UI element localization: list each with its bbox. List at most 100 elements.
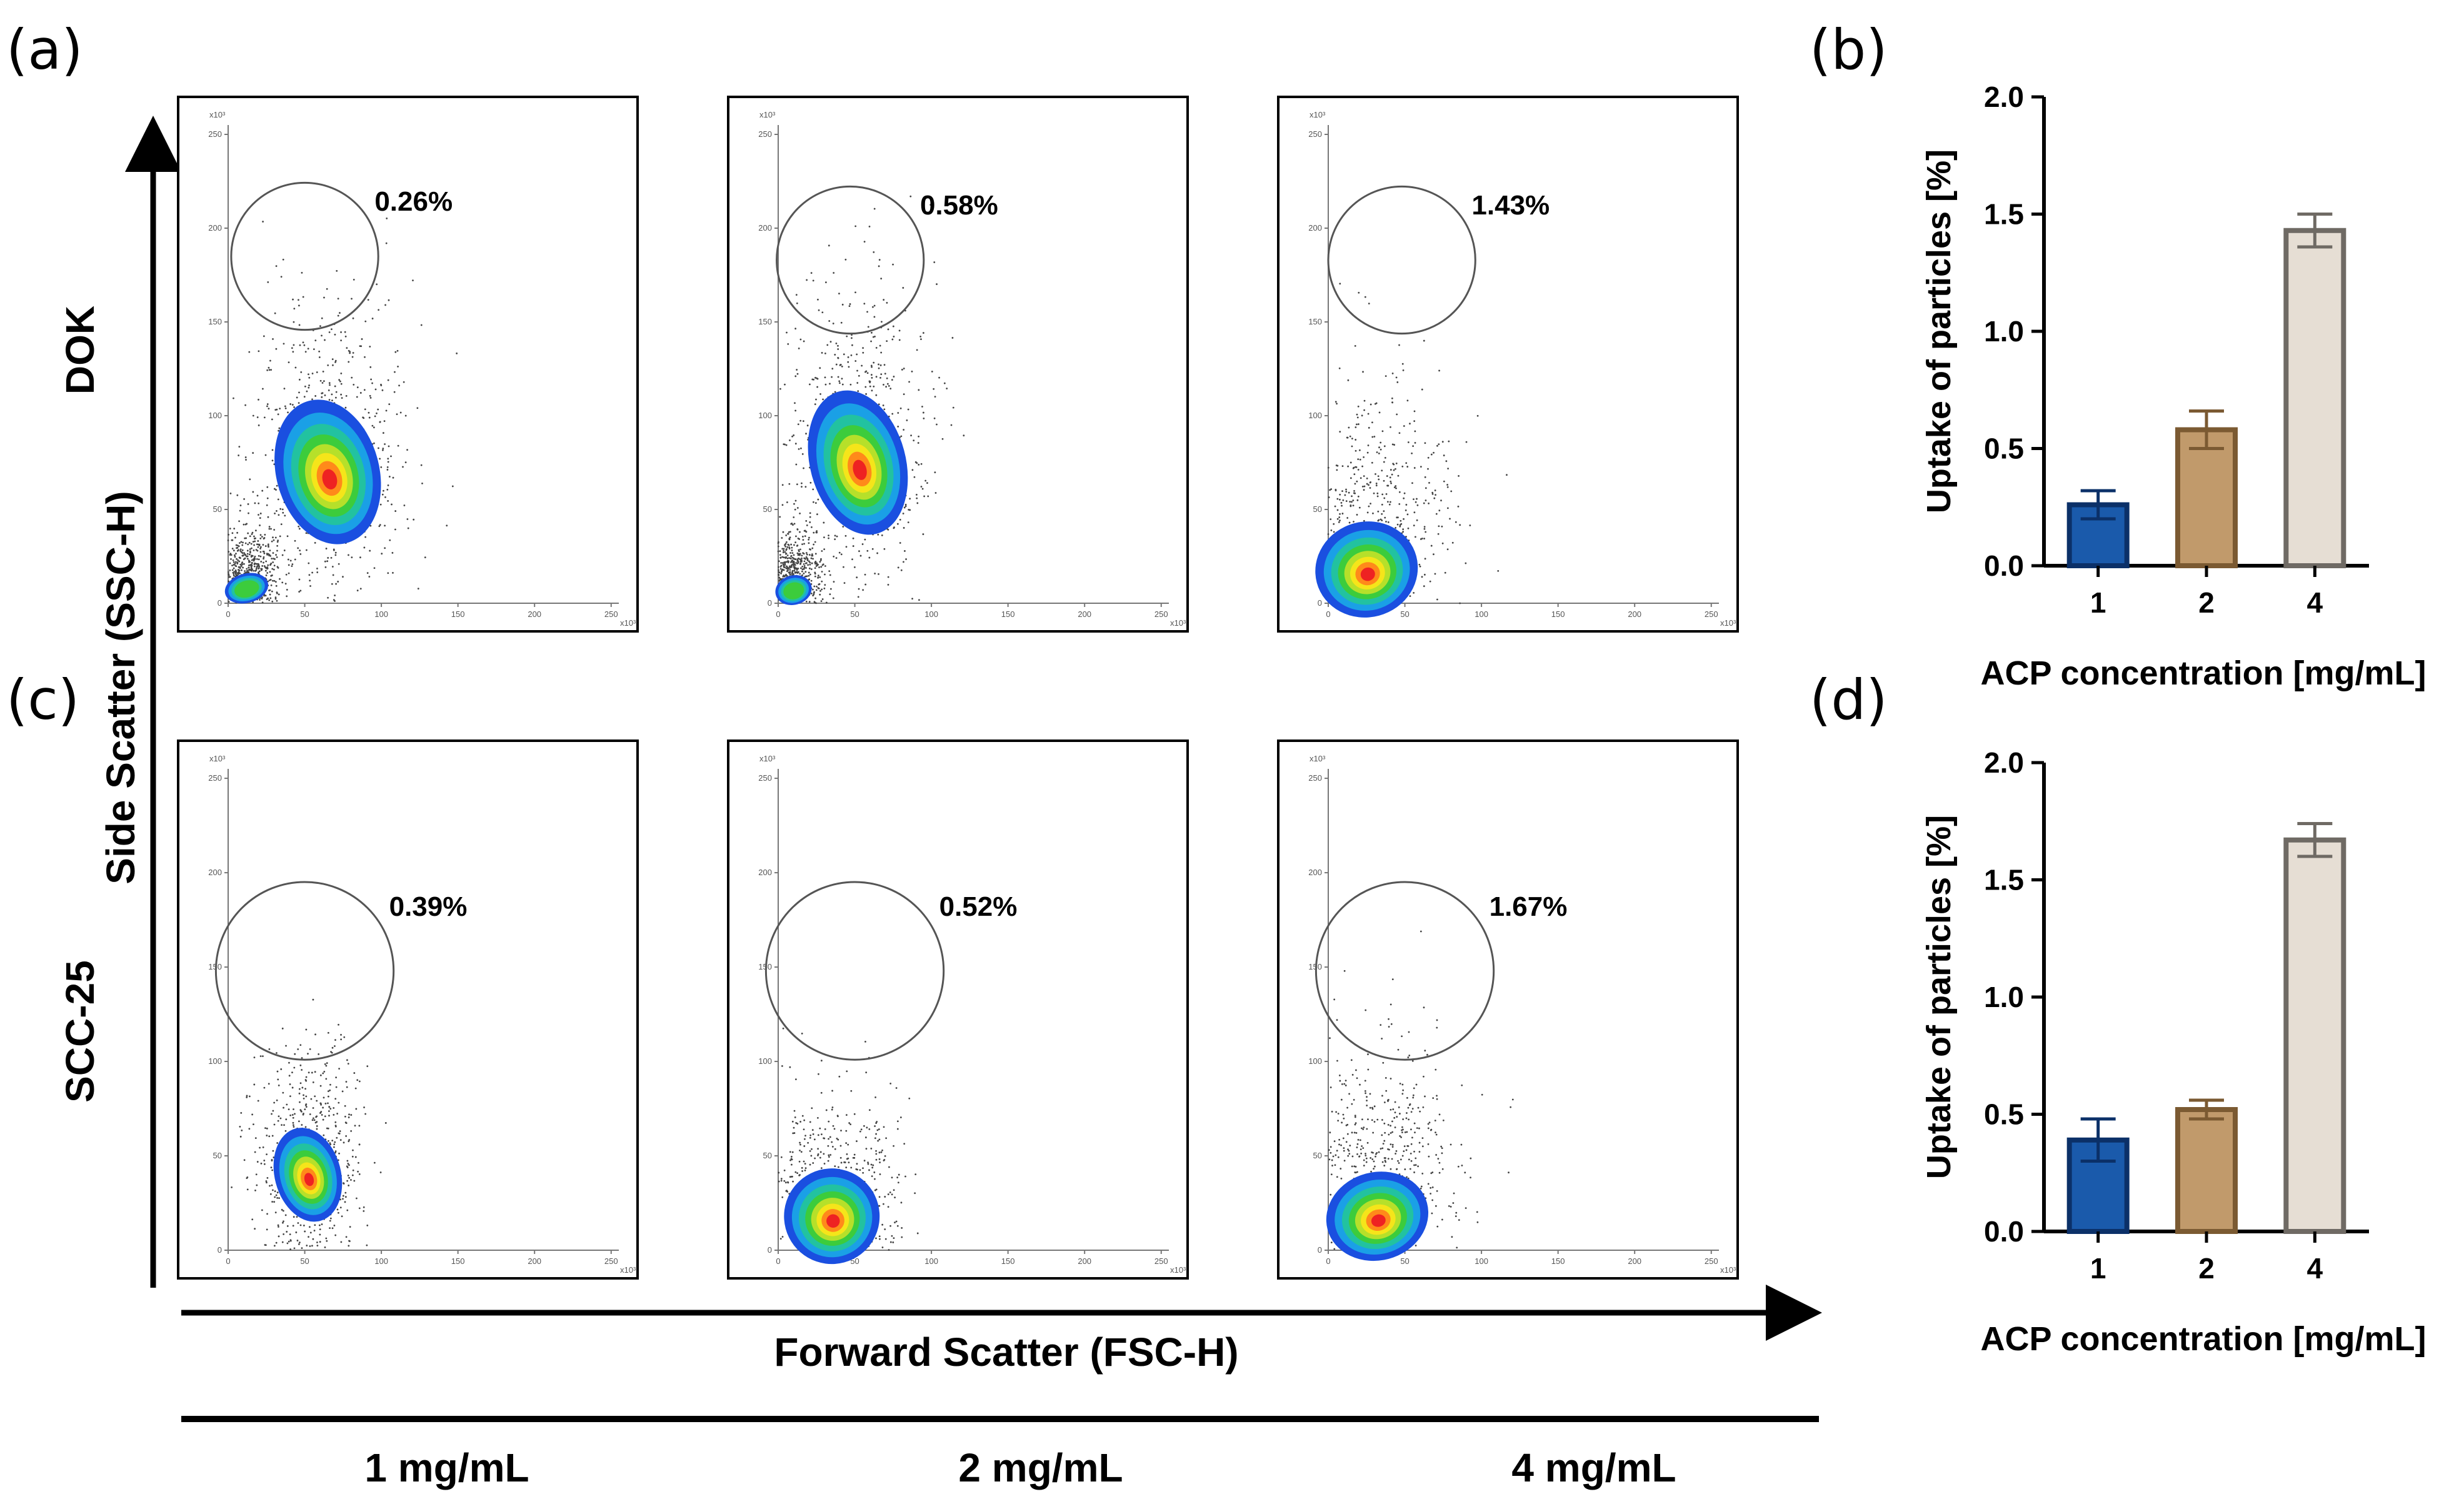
error-bar-1 — [2080, 1117, 2116, 1163]
bar-2 — [2175, 1107, 2238, 1234]
panel-label-d: (d) — [1810, 668, 1888, 732]
flow-population-2 — [224, 573, 269, 604]
flow-y-tick-label: 250 — [1308, 773, 1322, 783]
flow-x-tick-label: 200 — [1078, 609, 1091, 619]
flow-x-tick-label: 150 — [1001, 1256, 1015, 1266]
x-axis-label: Forward Scatter (FSC-H) — [774, 1330, 1238, 1375]
flow-y-tick-label: 250 — [1308, 129, 1322, 139]
flow-y-tick-label: 50 — [1313, 504, 1322, 514]
flow-panel-c-2: 005050100100150150200200250250x10³x10³0.… — [727, 739, 1189, 1280]
flow-x-tick-label: 100 — [924, 1256, 938, 1266]
bar-4 — [2283, 837, 2346, 1234]
gate-circle — [1315, 881, 1495, 1061]
gate-percent-label: 0.58% — [920, 190, 998, 221]
flow-x-tick-label: 250 — [1705, 1256, 1718, 1266]
flow-x-tick-label: 50 — [300, 609, 309, 619]
bar-y-tick-label: 2.0 — [1984, 746, 2024, 779]
concentration-label-4: 4 mg/mL — [1511, 1445, 1676, 1490]
flow-population-2 — [775, 575, 812, 605]
flow-x-tick-label: 50 — [850, 609, 859, 619]
flow-x-scale-label: x10³ — [1720, 618, 1736, 628]
bar-4 — [2283, 228, 2346, 568]
flow-x-scale-label: x10³ — [1170, 618, 1186, 628]
gate-percent-label: 1.67% — [1490, 891, 1568, 922]
flow-x-tick-label: 100 — [374, 609, 388, 619]
flow-population-1 — [808, 390, 908, 535]
flow-x-scale-label: x10³ — [620, 1265, 636, 1275]
flow-y-tick-label: 100 — [1308, 1056, 1322, 1066]
error-bar-2 — [2189, 1098, 2224, 1121]
flow-y-tick-label: 200 — [758, 223, 772, 233]
flow-population-1 — [784, 1168, 880, 1265]
flow-x-scale-label: x10³ — [620, 618, 636, 628]
concentration-label-2: 2 mg/mL — [958, 1445, 1123, 1490]
flow-x-tick-label: 0 — [226, 609, 230, 619]
flow-y-tick-label: 100 — [758, 1056, 772, 1066]
flow-y-tick-label: 50 — [763, 1151, 772, 1160]
gate-percent-label: 0.26% — [374, 186, 453, 217]
flow-y-tick-label: 0 — [768, 1245, 772, 1255]
flow-x-tick-label: 100 — [1475, 1256, 1488, 1266]
flow-x-tick-label: 0 — [776, 1256, 780, 1266]
panel-label-b: (b) — [1810, 18, 1888, 82]
bar-x-axis-label: ACP concentration [mg/mL] — [1980, 654, 2426, 692]
gate-percent-label: 0.52% — [939, 891, 1018, 922]
flow-y-tick-label: 150 — [208, 317, 222, 326]
flow-x-tick-label: 150 — [1001, 609, 1015, 619]
bar-x-tick-label-1: 1 — [2090, 586, 2106, 619]
flow-x-tick-label: 0 — [1326, 1256, 1330, 1266]
flow-panel-frame — [177, 739, 639, 1280]
y-axis-label: Side Scatter (SSC-H) — [98, 491, 143, 884]
flow-x-tick-label: 250 — [604, 609, 618, 619]
flow-x-tick-label: 250 — [1705, 609, 1718, 619]
flow-x-tick-label: 150 — [1551, 1256, 1565, 1266]
flow-population-1 — [1326, 1171, 1429, 1261]
flow-y-tick-label: 100 — [1308, 411, 1322, 420]
flow-panel-a-2: 005050100100150150200200250250x10³x10³0.… — [727, 96, 1189, 633]
flow-x-tick-label: 250 — [1154, 609, 1168, 619]
flow-y-scale-label: x10³ — [759, 110, 776, 119]
flow-population-1 — [274, 399, 381, 544]
error-bar-2 — [2189, 409, 2224, 450]
bar-y-tick-label: 1.5 — [1984, 198, 2024, 231]
flow-panel-frame — [177, 96, 639, 633]
flow-panel-a-3: 005050100100150150200200250250x10³x10³1.… — [1277, 96, 1739, 633]
flow-y-scale-label: x10³ — [1310, 754, 1326, 763]
concentration-label-1: 1 mg/mL — [364, 1445, 529, 1490]
flow-y-tick-label: 250 — [758, 773, 772, 783]
gate-circle — [1327, 185, 1476, 335]
flow-cytometry-panels: 005050100100150150200200250250x10³x10³0.… — [177, 96, 1739, 1280]
flow-y-tick-label: 50 — [213, 1151, 222, 1160]
flow-x-tick-label: 100 — [924, 609, 938, 619]
flow-y-tick-label: 0 — [218, 598, 222, 608]
bar-chart-b: 0.0 0.5 1.0 1.5 2.0 1 2 4 Uptake of particles [%… — [1920, 81, 2426, 692]
flow-x-tick-label: 50 — [1400, 1256, 1409, 1266]
bar-x-tick-label-4: 4 — [2307, 586, 2323, 619]
flow-y-tick-label: 250 — [758, 129, 772, 139]
bar-y-tick-label: 0.5 — [1984, 433, 2024, 465]
flow-y-tick-label: 250 — [208, 129, 222, 139]
bar-x-tick-label-1: 1 — [2090, 1252, 2106, 1285]
gate-circle — [764, 881, 945, 1061]
flow-panel-c-1: 005050100100150150200200250250x10³x10³0.… — [177, 739, 639, 1280]
flow-x-tick-label: 0 — [226, 1256, 230, 1266]
flow-y-tick-label: 0 — [1318, 598, 1322, 608]
error-bar-4 — [2297, 213, 2333, 249]
bar-2 — [2175, 427, 2238, 568]
flow-y-tick-label: 100 — [758, 411, 772, 420]
bar-y-tick-label: 1.0 — [1984, 981, 2024, 1013]
flow-population-1 — [1315, 521, 1418, 618]
flow-y-tick-label: 200 — [1308, 868, 1322, 877]
flow-x-tick-label: 50 — [300, 1256, 309, 1266]
flow-x-scale-label: x10³ — [1720, 1265, 1736, 1275]
flow-population-1 — [273, 1128, 343, 1222]
flow-panel-a-1: 005050100100150150200200250250x10³x10³0.… — [177, 96, 639, 633]
bar-x-axis-label: ACP concentration [mg/mL] — [1980, 1320, 2426, 1358]
flow-x-tick-label: 100 — [374, 1256, 388, 1266]
flow-y-tick-label: 150 — [758, 317, 772, 326]
flow-y-tick-label: 200 — [758, 868, 772, 877]
flow-x-tick-label: 250 — [1154, 1256, 1168, 1266]
flow-x-tick-label: 0 — [1326, 609, 1330, 619]
flow-y-tick-label: 0 — [218, 1245, 222, 1255]
